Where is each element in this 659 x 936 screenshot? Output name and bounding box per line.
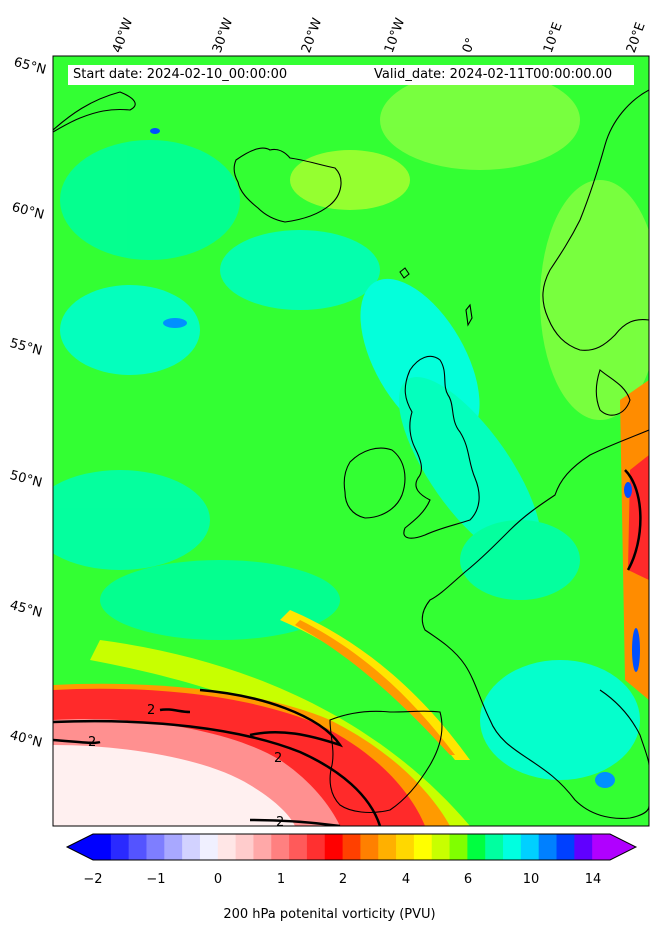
coastline-shetland <box>465 303 473 327</box>
pv-blue-spot <box>624 482 632 498</box>
colorbar-title: 200 hPa potenital vorticity (PVU) <box>223 907 436 922</box>
valid-date-label: Valid_date: 2024-02-11T00:00:00.00 <box>374 67 613 82</box>
colorbar-tick: 6 <box>463 872 473 887</box>
map-frame <box>52 55 650 827</box>
colorbar-swatch <box>289 834 308 860</box>
pv-blue-spot <box>632 628 640 672</box>
pv-blue-spot <box>150 128 160 134</box>
info-box: Start date: 2024-02-10_00:00:00 Valid_da… <box>68 65 634 85</box>
colorbar-swatch <box>217 834 237 860</box>
colorbar <box>65 833 638 861</box>
contour-label: 2 <box>147 703 155 718</box>
colorbar-extend-max <box>610 834 636 860</box>
colorbar-swatch <box>93 834 112 860</box>
start-date-label: Start date: 2024-02-10_00:00:00 <box>73 67 288 82</box>
contour-label: 2 <box>274 751 282 766</box>
colorbar-swatch <box>164 834 183 860</box>
coastlines <box>53 89 649 819</box>
colorbar-swatch <box>378 834 397 860</box>
contour-label: 2 <box>276 815 284 830</box>
colorbar-outline <box>65 833 638 861</box>
contour-label: 2 <box>88 735 96 750</box>
colorbar-swatch <box>128 834 147 860</box>
colorbar-swatch <box>538 834 558 860</box>
colorbar-swatch <box>503 834 522 860</box>
colorbar-swatch <box>146 834 165 860</box>
colorbar-swatch <box>520 834 540 860</box>
pv-blue-spot <box>595 772 615 788</box>
colorbar-extend-min <box>67 834 93 860</box>
colorbar-swatch <box>574 834 593 860</box>
coastline-sweden-denmark <box>595 369 631 416</box>
pv-2-contours <box>53 469 642 826</box>
colorbar-tick: −2 <box>83 872 103 887</box>
colorbar-tick: 4 <box>401 872 411 887</box>
colorbar-swatch <box>342 834 361 860</box>
colorbar-swatch <box>592 834 611 860</box>
coastline-iceland <box>233 147 342 223</box>
colorbar-swatch <box>182 834 201 860</box>
coastline-iberia <box>329 710 443 814</box>
pv-orange-streak <box>295 620 455 755</box>
colorbar-swatch <box>199 834 219 860</box>
coastline-greenland <box>53 91 136 133</box>
colorbar-tick: 14 <box>584 872 602 887</box>
colorbar-tick: 0 <box>213 872 223 887</box>
colorbar-tick: 10 <box>522 872 540 887</box>
colorbar-swatch <box>360 834 379 860</box>
coastline-great-britain <box>403 355 480 539</box>
colorbar-tick: 2 <box>338 872 348 887</box>
pv-red-band-east <box>628 455 649 580</box>
colorbar-swatch <box>253 834 272 860</box>
colorbar-swatch <box>449 834 468 860</box>
coastline-europe <box>421 429 649 819</box>
colorbar-swatch <box>467 834 486 860</box>
colorbar-swatch <box>431 834 451 860</box>
colorbar-swatch <box>556 834 575 860</box>
coastline-italy <box>599 689 649 766</box>
pv-white-region-sw <box>53 745 295 826</box>
coastline-faroe <box>399 267 410 279</box>
colorbar-swatch <box>306 834 326 860</box>
colorbar-swatch <box>324 834 344 860</box>
colorbar-swatch <box>485 834 504 860</box>
coastline-ireland <box>343 447 406 519</box>
pv-blue-spot <box>163 318 187 328</box>
colorbar-swatch <box>396 834 415 860</box>
colorbar-tick: −1 <box>146 872 166 887</box>
colorbar-tick: 1 <box>276 872 286 887</box>
coastline-norway <box>542 89 649 351</box>
colorbar-swatch <box>271 834 290 860</box>
colorbar-swatch <box>413 834 433 860</box>
colorbar-swatch <box>110 834 130 860</box>
colorbar-swatch <box>235 834 254 860</box>
